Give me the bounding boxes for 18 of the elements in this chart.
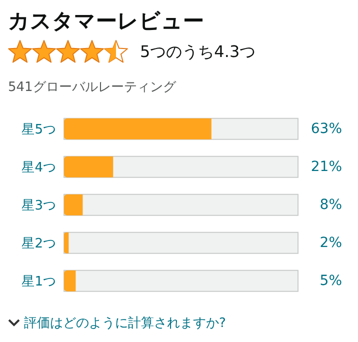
data-label: 2%: [320, 234, 342, 251]
y-tick-label: 星2つ: [22, 236, 56, 252]
text: 541グローバルレーティング: [8, 79, 178, 96]
y-tick-label: 星5つ: [22, 122, 56, 138]
text: 評価はどのように計算されますか?: [24, 315, 226, 332]
data-label: 21%: [310, 158, 342, 175]
bar: [64, 270, 76, 292]
bar: [64, 156, 114, 178]
data-label: 5%: [320, 272, 342, 289]
chart-subtitle: 5つのうち4.3つ: [140, 42, 256, 62]
bar: [64, 232, 69, 254]
y-tick-label: 星4つ: [22, 160, 56, 176]
y-tick-label: 星1つ: [22, 274, 56, 290]
y-tick-label: 星3つ: [22, 198, 56, 214]
data-label: 8%: [320, 196, 342, 213]
data-label: 63%: [310, 120, 342, 137]
bar: [64, 194, 83, 216]
chart-title: カスタマーレビュー: [8, 8, 205, 34]
